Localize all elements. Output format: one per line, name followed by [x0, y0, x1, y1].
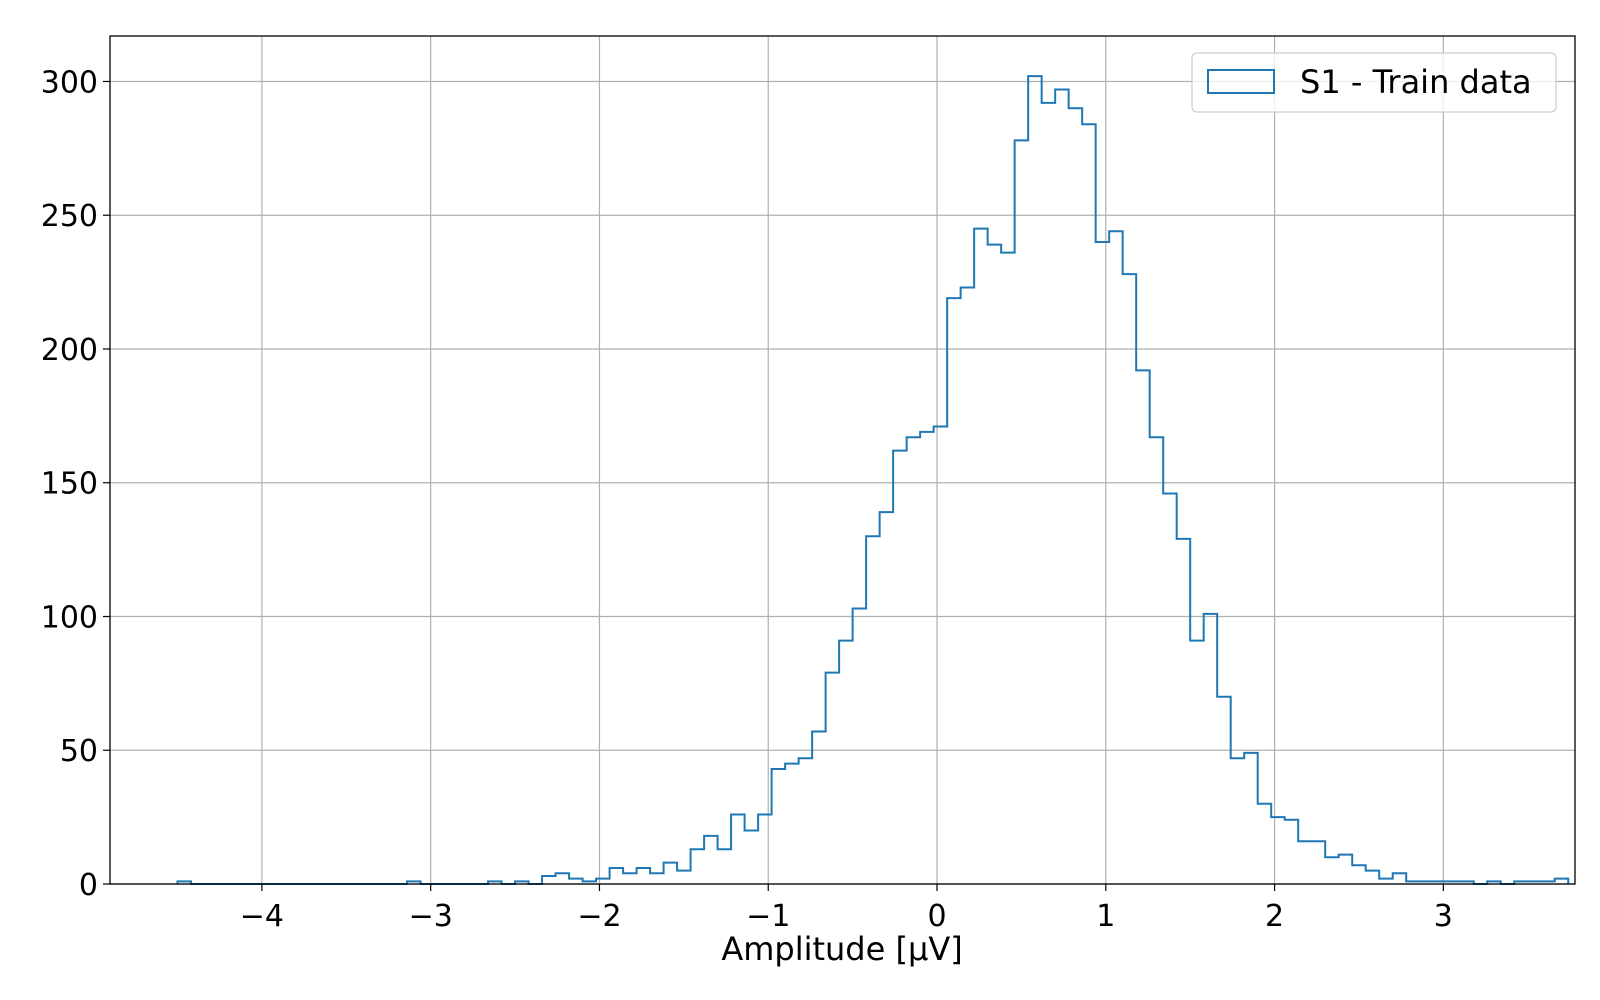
x-tick-label: −1 [746, 899, 790, 934]
axis-ticks: −4 −3 −2 −1 0 1 2 3 0 50 100 150 200 250 300 [41, 65, 1453, 934]
y-tick-label: 150 [41, 467, 98, 502]
y-tick-label: 250 [41, 199, 98, 234]
x-tick-label: −4 [240, 899, 284, 934]
x-tick-label: 3 [1434, 899, 1453, 934]
legend-label: S1 - Train data [1300, 63, 1532, 101]
grid-lines [110, 36, 1575, 885]
y-tick-label: 0 [79, 868, 98, 903]
x-axis-label: Amplitude [μV] [721, 930, 962, 968]
legend-box [1191, 52, 1557, 113]
y-tick-label: 50 [60, 734, 98, 769]
legend-swatch [1207, 69, 1275, 94]
series-layer [176, 75, 1570, 885]
y-tick-label: 100 [41, 600, 98, 635]
plot-frame [109, 35, 1576, 885]
histogram-series-s1 [176, 75, 1570, 885]
x-tick-label: −2 [577, 899, 621, 934]
x-tick-label: 0 [927, 899, 946, 934]
legend: S1 - Train data [1191, 52, 1557, 113]
x-tick-label: 2 [1265, 899, 1284, 934]
x-tick-label: 1 [1096, 899, 1115, 934]
y-tick-label: 300 [41, 65, 98, 100]
x-tick-label: −3 [409, 899, 453, 934]
y-tick-label: 200 [41, 333, 98, 368]
